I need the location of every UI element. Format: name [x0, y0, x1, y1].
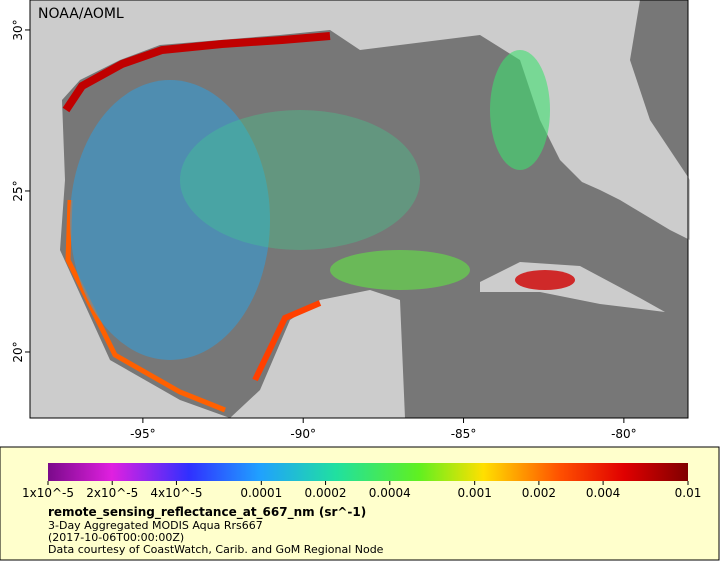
y-tick-label: 30°	[11, 19, 25, 40]
reflectance-field	[70, 80, 270, 360]
colorbar-tick-label: 4x10^-5	[150, 486, 202, 500]
colorbar-tick-label: 0.01	[675, 486, 702, 500]
description: 3-Day Aggregated MODIS Aqua Rrs667	[48, 519, 263, 532]
land-florida-east	[600, 0, 690, 240]
land-mexico	[30, 100, 230, 418]
reflectance-field	[330, 250, 470, 290]
coastal-band	[62, 32, 331, 113]
credit: NOAA/AOML	[38, 6, 124, 22]
colorbar	[48, 463, 688, 481]
colorbar-tick-label: 0.001	[457, 486, 491, 500]
colorbar-tick-label: 1x10^-5	[22, 486, 74, 500]
coastal-band	[65, 199, 226, 413]
colorbar-tick-label: 0.004	[586, 486, 620, 500]
colorbar-tick-label: 2x10^-5	[86, 486, 138, 500]
land-yucatan	[230, 290, 405, 418]
colorbar-tick-label: 0.002	[522, 486, 556, 500]
coastal-band	[252, 300, 322, 382]
time: (2017-10-06T00:00:00Z)	[48, 531, 184, 544]
colorbar-tick-label: 0.0004	[369, 486, 411, 500]
reflectance-field	[515, 270, 575, 290]
reflectance-field	[180, 110, 420, 250]
x-tick-label: -95°	[130, 427, 156, 441]
land-us	[30, 0, 612, 190]
y-tick-label: 20°	[11, 341, 25, 362]
x-tick-label: -80°	[611, 427, 637, 441]
variable-name: remote_sensing_reflectance_at_667_nm (sr…	[48, 505, 366, 520]
map-frame	[29, 0, 689, 419]
map: NOAA/AOML	[29, 0, 690, 419]
colorbar-tick-label: 0.0002	[305, 486, 347, 500]
reflectance-field	[490, 50, 550, 170]
x-tick-label: -90°	[290, 427, 316, 441]
courtesy: Data courtesy of CoastWatch, Carib. and …	[48, 543, 384, 556]
x-tick-label: -85°	[451, 427, 477, 441]
colorbar-tick-label: 0.0001	[240, 486, 282, 500]
y-tick-label: 25°	[11, 180, 25, 201]
